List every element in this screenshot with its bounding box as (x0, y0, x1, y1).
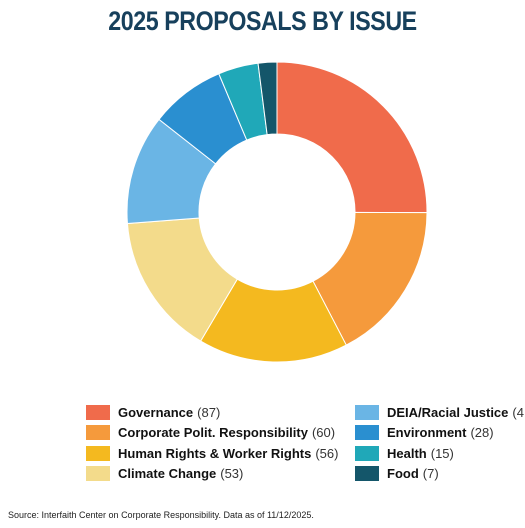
legend-item: Environment (28) (355, 424, 494, 442)
legend-swatch (86, 445, 110, 461)
legend-count: (7) (422, 466, 439, 481)
legend-count: (28) (470, 425, 494, 440)
legend-count: (56) (315, 445, 339, 461)
legend-count: (15) (430, 445, 454, 461)
legend-item: DEIA/Racial Justice(41) (355, 403, 525, 421)
legend-swatch (86, 425, 110, 440)
legend-swatch (86, 466, 110, 481)
legend-label: DEIA/Racial Justice (387, 404, 509, 420)
legend-label: Corporate Polit. Responsibility (118, 425, 308, 440)
legend-count: (60) (311, 425, 336, 440)
legend-item: Climate Change (53) (86, 465, 243, 483)
legend-count: (87) (197, 404, 221, 420)
legend-item: Health (15) (355, 444, 454, 462)
legend-count: (53) (220, 466, 244, 481)
legend-item: Food (7) (355, 465, 439, 483)
legend-label: Environment (387, 425, 467, 440)
legend-swatch (86, 404, 110, 420)
legend-swatch (355, 466, 379, 481)
legend-label: Climate Change (118, 466, 217, 481)
legend-item: Human Rights & Worker Rights (56) (86, 444, 338, 462)
legend-swatch (355, 425, 379, 440)
donut-slice-governance (276, 61, 428, 214)
source-note: Source: Interfaith Center on Corporate R… (8, 510, 314, 520)
chart-title: 2025 PROPOSALS BY ISSUE (108, 6, 417, 36)
legend-item: Governance (87) (86, 403, 220, 421)
legend-label: Health (387, 445, 427, 461)
legend-swatch (355, 445, 379, 461)
legend-label: Governance (118, 404, 194, 420)
legend-count: (41) (512, 404, 525, 420)
legend-swatch (355, 404, 379, 420)
donut-slice-food (257, 61, 278, 136)
legend-label: Food (387, 466, 419, 481)
legend-item: Corporate Polit. Responsibility (60) (86, 424, 335, 442)
legend-label: Human Rights & Worker Rights (118, 445, 312, 461)
